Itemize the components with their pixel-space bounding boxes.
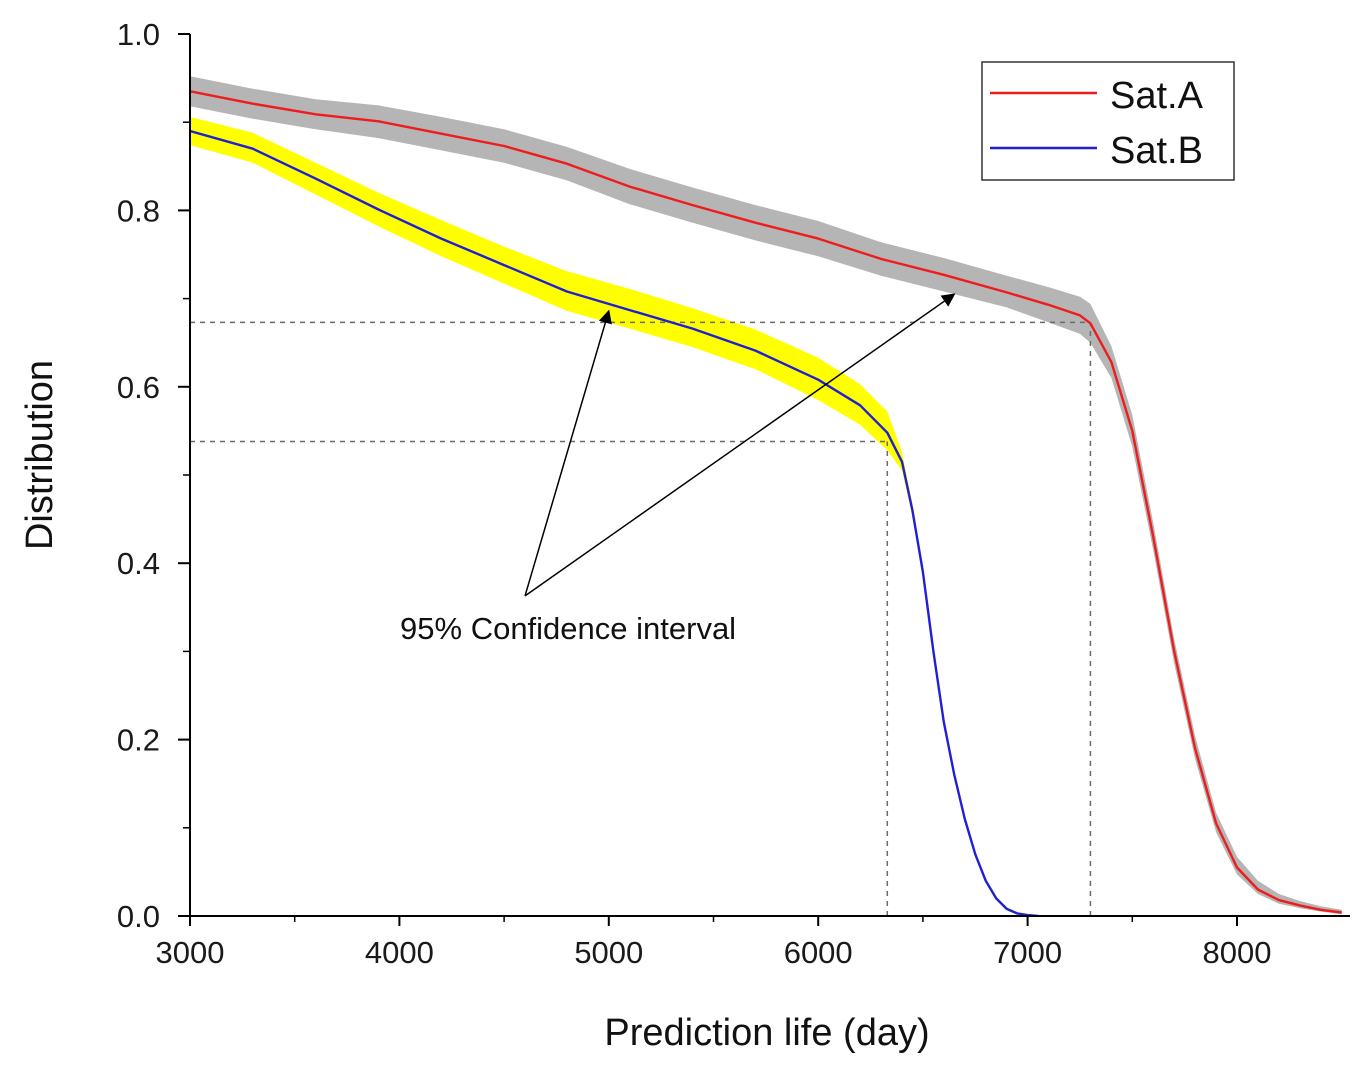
annotation-label: 95% Confidence interval — [400, 611, 736, 646]
annotations: 95% Confidence interval — [400, 293, 956, 646]
x-axis-title: Prediction life (day) — [604, 1012, 929, 1054]
annotation-arrow — [524, 293, 956, 597]
series-line-sat-a — [190, 90, 1342, 914]
legend: Sat.A Sat.B — [981, 61, 1235, 181]
y-tick-label: 0.8 — [117, 193, 160, 228]
y-ticks: 0.0 0.2 0.4 0.6 0.8 1.0 — [117, 17, 190, 934]
series-lines — [190, 90, 1342, 916]
x-tick-label: 6000 — [784, 935, 853, 970]
x-tick-label: 7000 — [993, 935, 1062, 970]
x-ticks: 3000 4000 5000 6000 7000 8000 — [156, 916, 1272, 970]
reference-lines — [190, 321, 1092, 916]
y-tick-label: 0.2 — [117, 723, 160, 758]
y-tick-label: 0.4 — [117, 546, 160, 581]
legend-label-sat-b: Sat.B — [1110, 130, 1203, 172]
x-tick-label: 3000 — [156, 935, 225, 970]
confidence-band-sat-b — [190, 116, 1039, 916]
x-tick-label: 4000 — [365, 935, 434, 970]
y-tick-label: 0.6 — [117, 370, 160, 405]
annotation-arrow — [524, 309, 612, 597]
series-line-sat-b — [190, 129, 1039, 916]
legend-label-sat-a: Sat.A — [1110, 75, 1204, 117]
y-tick-label: 1.0 — [117, 17, 160, 52]
legend-box — [981, 61, 1235, 181]
y-tick-label: 0.0 — [117, 899, 160, 934]
x-tick-label: 5000 — [574, 935, 643, 970]
x-tick-label: 8000 — [1203, 935, 1272, 970]
y-axis-title: Distribution — [19, 360, 61, 550]
